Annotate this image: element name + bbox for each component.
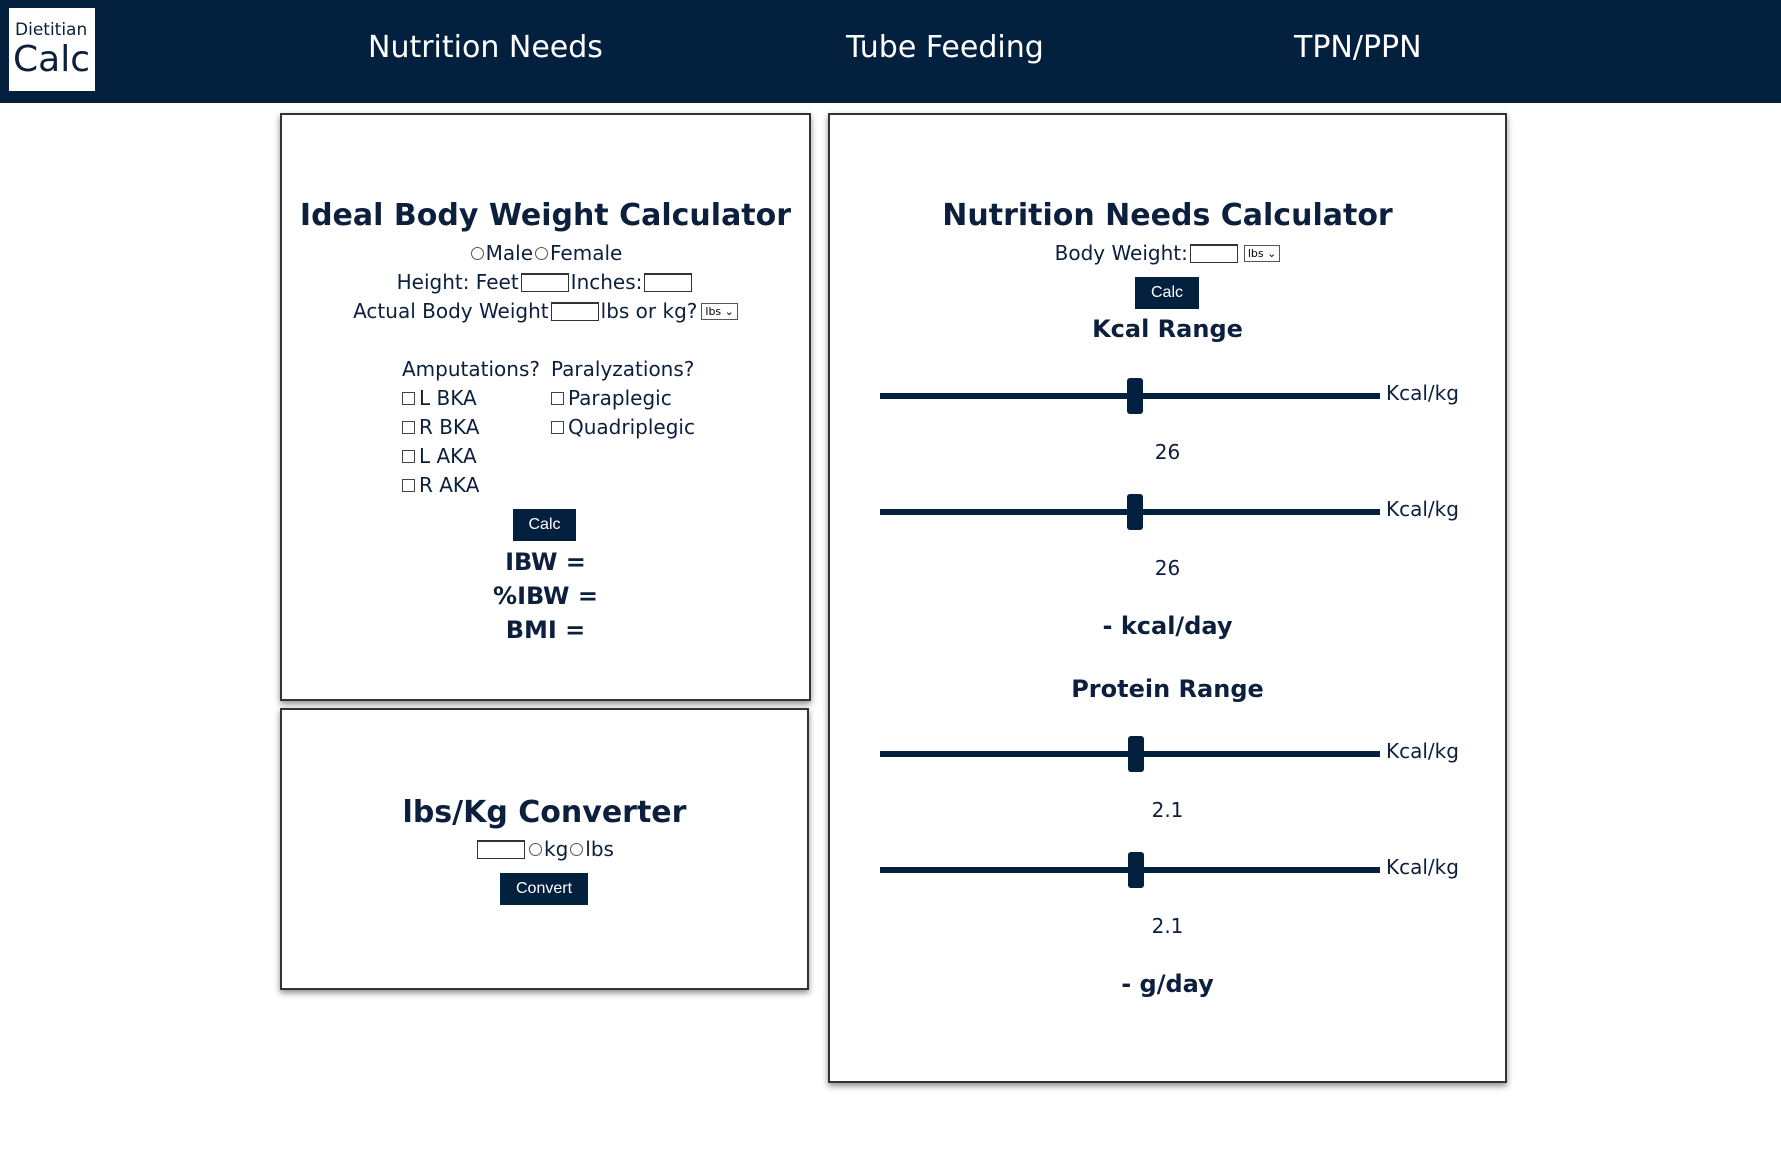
amputations-header: Amputations? bbox=[402, 357, 540, 381]
protein-slider-min-value: 2.1 bbox=[1151, 798, 1184, 822]
kg-label: kg bbox=[544, 837, 569, 861]
abw-row: Actual Body Weight lbs or kg? lbs ⌄ bbox=[282, 299, 809, 323]
body-weight-input[interactable] bbox=[1189, 244, 1238, 263]
protein-slider-min[interactable] bbox=[880, 736, 1380, 772]
nutrition-needs-panel: Nutrition Needs Calculator Body Weight: l… bbox=[828, 113, 1507, 1083]
inches-label: Inches: bbox=[570, 270, 643, 294]
body-weight-row: Body Weight: lbs ⌄ bbox=[830, 241, 1505, 265]
amputations-column: Amputations? L BKA R BKA L AKA R AKA bbox=[402, 355, 540, 500]
amputation-l-bka[interactable]: L BKA bbox=[402, 384, 540, 413]
convert-button[interactable]: Convert bbox=[500, 873, 588, 905]
nav-tpn-ppn[interactable]: TPN/PPN bbox=[1294, 30, 1422, 65]
percent-ibw-result: %IBW = bbox=[493, 582, 598, 610]
converter-panel: lbs/Kg Converter kg lbs Convert bbox=[280, 708, 809, 990]
kcal-slider-min-thumb[interactable] bbox=[1127, 378, 1143, 414]
female-label: Female bbox=[550, 241, 623, 265]
kcal-slider-min-unit: Kcal/kg bbox=[1386, 381, 1459, 405]
sex-row: Male Female bbox=[282, 241, 809, 265]
logo-line1: Dietitian bbox=[15, 20, 88, 40]
amputation-r-aka[interactable]: R AKA bbox=[402, 471, 540, 500]
top-navbar: Dietitian Calc Nutrition Needs Tube Feed… bbox=[0, 0, 1781, 103]
converter-title: lbs/Kg Converter bbox=[402, 795, 687, 830]
protein-slider-max-value: 2.1 bbox=[1151, 914, 1184, 938]
height-inches-input[interactable] bbox=[644, 273, 693, 292]
ibw-calculator-panel: Ideal Body Weight Calculator Male Female … bbox=[280, 113, 811, 701]
kcal-day-result: - kcal/day bbox=[1102, 612, 1233, 640]
lbs-label: lbs bbox=[585, 837, 614, 861]
needs-calc-button[interactable]: Calc bbox=[1135, 277, 1199, 309]
logo-line2: Calc bbox=[13, 39, 90, 80]
amputation-l-aka[interactable]: L AKA bbox=[402, 442, 540, 471]
nav-nutrition-needs[interactable]: Nutrition Needs bbox=[368, 30, 603, 65]
quadriplegic-checkbox[interactable] bbox=[551, 420, 564, 434]
protein-day-result: - g/day bbox=[1121, 970, 1214, 998]
dietitian-calc-logo[interactable]: Dietitian Calc bbox=[6, 5, 98, 94]
kcal-slider-max-thumb[interactable] bbox=[1127, 494, 1143, 530]
amputation-r-bka[interactable]: R BKA bbox=[402, 413, 540, 442]
kcal-slider-min[interactable] bbox=[880, 378, 1380, 414]
body-weight-unit-select[interactable]: lbs ⌄ bbox=[1243, 245, 1281, 262]
protein-slider-max-thumb[interactable] bbox=[1128, 852, 1144, 888]
paraplegic-checkbox[interactable] bbox=[551, 391, 564, 405]
protein-slider-min-thumb[interactable] bbox=[1128, 736, 1144, 772]
bmi-result: BMI = bbox=[505, 616, 586, 644]
r-bka-checkbox[interactable] bbox=[402, 420, 415, 434]
converter-input[interactable] bbox=[477, 840, 526, 859]
r-aka-checkbox[interactable] bbox=[402, 478, 415, 492]
kcal-slider-max[interactable] bbox=[880, 494, 1380, 530]
paralyzation-quadriplegic[interactable]: Quadriplegic bbox=[551, 413, 695, 442]
female-radio[interactable] bbox=[535, 246, 549, 260]
protein-slider-max[interactable] bbox=[880, 852, 1380, 888]
needs-title: Nutrition Needs Calculator bbox=[942, 198, 1393, 233]
kcal-slider-min-value: 26 bbox=[1154, 440, 1181, 464]
body-weight-label: Body Weight: bbox=[1054, 241, 1188, 265]
male-radio[interactable] bbox=[470, 246, 484, 260]
converter-row: kg lbs bbox=[282, 837, 807, 861]
l-bka-checkbox[interactable] bbox=[402, 391, 415, 405]
paralyzations-header: Paralyzations? bbox=[551, 357, 695, 381]
lbs-or-kg-label: lbs or kg? bbox=[600, 299, 698, 323]
abw-label: Actual Body Weight bbox=[353, 299, 549, 323]
l-aka-checkbox[interactable] bbox=[402, 449, 415, 463]
abw-input[interactable] bbox=[550, 302, 599, 321]
abw-unit-select[interactable]: lbs ⌄ bbox=[701, 303, 738, 320]
ibw-result: IBW = bbox=[505, 548, 586, 576]
height-feet-input[interactable] bbox=[520, 273, 569, 292]
nav-tube-feeding[interactable]: Tube Feeding bbox=[846, 30, 1044, 65]
paralyzations-column: Paralyzations? Paraplegic Quadriplegic bbox=[551, 355, 695, 442]
kcal-slider-max-unit: Kcal/kg bbox=[1386, 497, 1459, 521]
paralyzation-paraplegic[interactable]: Paraplegic bbox=[551, 384, 695, 413]
male-label: Male bbox=[485, 241, 534, 265]
protein-slider-min-unit: Kcal/kg bbox=[1386, 739, 1459, 763]
lbs-radio[interactable] bbox=[570, 842, 584, 856]
ibw-title: Ideal Body Weight Calculator bbox=[299, 198, 792, 233]
kcal-slider-max-value: 26 bbox=[1154, 556, 1181, 580]
kcal-range-title: Kcal Range bbox=[1092, 315, 1243, 343]
protein-slider-max-unit: Kcal/kg bbox=[1386, 855, 1459, 879]
ibw-calc-button[interactable]: Calc bbox=[513, 509, 576, 541]
height-feet-label: Height: Feet bbox=[396, 270, 519, 294]
kg-radio[interactable] bbox=[529, 842, 543, 856]
height-row: Height: Feet Inches: bbox=[282, 270, 809, 294]
protein-range-title: Protein Range bbox=[1071, 675, 1264, 703]
